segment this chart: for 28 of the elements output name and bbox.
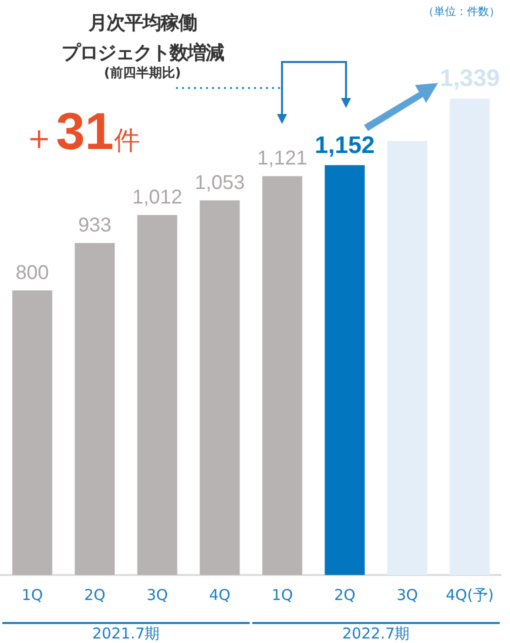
data-label: 1,121: [257, 148, 308, 170]
text: 2021.7期: [92, 624, 160, 642]
data-label: 800: [16, 262, 49, 284]
text: 2022.7期: [342, 624, 410, 642]
x-tick-label: 2Q: [84, 586, 106, 604]
x-tick-label: 2Q: [334, 586, 356, 604]
bar: [74, 243, 115, 575]
data-label: 1,152: [314, 132, 375, 159]
text: （単位：件数）: [423, 4, 500, 19]
x-tick-label: 1Q: [22, 586, 43, 604]
annotation: ＋31件: [22, 103, 140, 161]
x-tick-label: 3Q: [396, 586, 418, 604]
x-tick-label: 3Q: [146, 586, 168, 604]
bar: [387, 140, 428, 575]
x-tick-label: 1Q: [272, 586, 293, 604]
bar: [324, 165, 365, 575]
bar: [137, 214, 178, 575]
bar: [450, 98, 490, 575]
data-label: 1,012: [132, 186, 182, 208]
data-label: 933: [78, 214, 112, 237]
data-label: 1,053: [194, 172, 245, 194]
bar: [12, 290, 52, 575]
x-tick-label: 4Q: [209, 586, 230, 604]
chart-title: 月次平均稼働プロジェクト数増減: [62, 12, 224, 64]
chart-subtitle: (前四半期比): [103, 65, 182, 82]
bar: [262, 176, 302, 575]
bar: [200, 200, 240, 575]
x-tick-label: 4Q(予): [446, 586, 494, 604]
